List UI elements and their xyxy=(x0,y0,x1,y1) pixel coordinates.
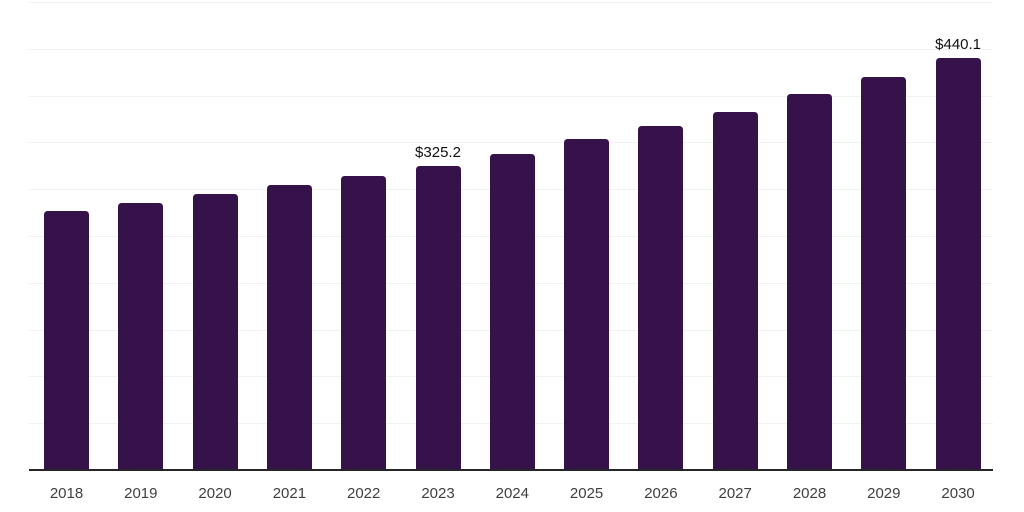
bar-2026 xyxy=(638,126,684,470)
gridline-350 xyxy=(29,142,993,144)
x-tick-label-2019: 2019 xyxy=(124,485,158,502)
x-tick-label-2021: 2021 xyxy=(272,485,307,502)
x-tick-label-2026: 2026 xyxy=(644,485,678,502)
bar-2019 xyxy=(118,202,164,470)
bar-2028 xyxy=(787,94,832,470)
x-tick-label-2030: 2030 xyxy=(941,485,975,502)
bar-value-label-2030: $440.1 xyxy=(935,36,982,54)
x-axis-line xyxy=(29,469,993,471)
bar-2022 xyxy=(341,175,387,470)
bar-2020 xyxy=(192,194,238,470)
gridline-400 xyxy=(29,95,993,97)
x-tick-label-2027: 2027 xyxy=(718,485,752,502)
bar-2025 xyxy=(564,139,610,470)
x-tick-label-2018: 2018 xyxy=(49,485,84,502)
bar-2018 xyxy=(44,210,89,470)
bar-2024 xyxy=(489,153,535,470)
x-tick-label-2020: 2020 xyxy=(198,485,232,502)
x-tick-label-2025: 2025 xyxy=(569,485,604,502)
bar-2030 xyxy=(935,58,981,470)
x-tick-label-2028: 2028 xyxy=(792,485,827,502)
bar-2027 xyxy=(712,111,758,470)
bar-2029 xyxy=(861,76,907,470)
x-tick-label-2029: 2029 xyxy=(867,485,901,502)
bar-2021 xyxy=(266,185,312,470)
x-tick-label-2023: 2023 xyxy=(421,485,455,502)
x-tick-label-2022: 2022 xyxy=(347,485,381,502)
x-tick-label-2024: 2024 xyxy=(495,485,529,502)
gridline-450 xyxy=(29,48,993,50)
gridline-500 xyxy=(29,2,993,3)
bar-value-label-2023: $325.2 xyxy=(415,143,461,161)
bar-2023 xyxy=(415,165,461,470)
